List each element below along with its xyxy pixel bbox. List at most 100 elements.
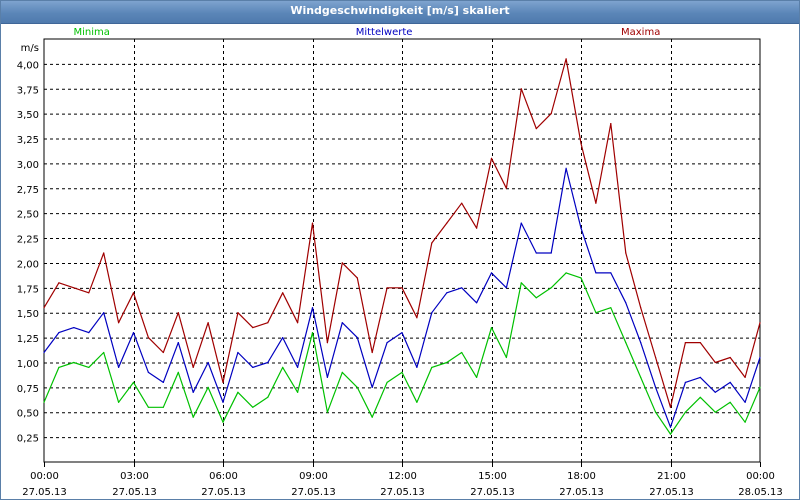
- data-point-maxima: [177, 312, 179, 314]
- y-tick-label: 2,00: [17, 259, 39, 270]
- x-tick-time: 00:00: [30, 471, 59, 482]
- data-point-minima: [431, 366, 433, 368]
- x-tick-time: 12:00: [388, 471, 417, 482]
- data-point-mittelwerte: [73, 327, 75, 329]
- data-point-maxima: [237, 312, 239, 314]
- data-point-maxima: [669, 406, 672, 408]
- data-point-mittelwerte: [520, 222, 522, 224]
- x-tick-time: 06:00: [209, 471, 238, 482]
- x-tick-date: 27.05.13: [291, 487, 336, 498]
- data-point-minima: [282, 366, 284, 368]
- data-point-maxima: [386, 287, 388, 289]
- y-tick-label: 0,50: [17, 409, 39, 420]
- data-point-mittelwerte: [356, 337, 358, 339]
- data-point-maxima: [297, 322, 299, 324]
- data-point-mittelwerte: [58, 332, 60, 334]
- data-point-minima: [595, 312, 597, 314]
- data-point-maxima: [88, 292, 90, 294]
- data-point-maxima: [550, 113, 552, 115]
- data-point-mittelwerte: [595, 272, 597, 274]
- data-point-minima: [356, 386, 358, 388]
- data-point-mittelwerte: [88, 332, 90, 334]
- data-point-minima: [550, 287, 552, 289]
- data-point-maxima: [610, 123, 612, 125]
- data-point-maxima: [118, 322, 120, 324]
- data-point-maxima: [714, 361, 716, 364]
- x-tick-time: 21:00: [657, 471, 686, 482]
- data-point-mittelwerte: [535, 252, 537, 254]
- data-point-mittelwerte: [192, 391, 194, 393]
- data-point-mittelwerte: [550, 252, 552, 254]
- data-point-mittelwerte: [446, 292, 448, 294]
- y-tick-label: 3,25: [17, 135, 39, 146]
- data-point-mittelwerte: [118, 366, 120, 368]
- data-point-mittelwerte: [282, 337, 284, 339]
- y-tick-label: 1,50: [17, 309, 39, 320]
- data-point-maxima: [759, 322, 761, 324]
- data-point-mittelwerte: [162, 381, 164, 383]
- data-point-maxima: [267, 322, 269, 324]
- y-tick-label: 3,75: [17, 85, 39, 96]
- x-tick-date: 28.05.13: [738, 487, 783, 498]
- data-point-maxima: [147, 337, 149, 339]
- data-point-mittelwerte: [580, 227, 582, 229]
- data-point-mittelwerte: [341, 322, 343, 324]
- title-bar: Windgeschwindigkeit [m/s] skaliert: [1, 1, 799, 24]
- data-point-mittelwerte: [43, 351, 45, 354]
- legend-minima: Minima: [74, 27, 110, 38]
- y-tick-label: 2,25: [17, 235, 39, 246]
- data-point-minima: [132, 381, 135, 383]
- x-tick-time: 15:00: [478, 471, 507, 482]
- x-tick-date: 27.05.13: [559, 487, 604, 498]
- data-point-minima: [252, 406, 254, 408]
- data-point-mittelwerte: [386, 342, 388, 344]
- data-point-minima: [714, 411, 716, 413]
- legend-mittelwerte: Mittelwerte: [356, 27, 413, 38]
- data-point-minima: [655, 411, 657, 413]
- x-tick-date: 27.05.13: [201, 487, 246, 498]
- data-point-maxima: [162, 351, 164, 354]
- data-point-minima: [267, 396, 269, 398]
- data-point-minima: [535, 297, 537, 299]
- data-point-mittelwerte: [222, 401, 224, 403]
- data-point-mittelwerte: [476, 302, 478, 304]
- data-point-mittelwerte: [252, 366, 254, 368]
- data-point-minima: [118, 401, 120, 403]
- data-point-minima: [640, 376, 642, 378]
- data-point-mittelwerte: [401, 332, 403, 334]
- data-point-maxima: [535, 128, 537, 130]
- data-point-maxima: [490, 157, 493, 159]
- data-point-maxima: [103, 252, 105, 254]
- data-point-mittelwerte: [655, 386, 657, 388]
- y-tick-label: 1,75: [17, 284, 39, 295]
- data-point-mittelwerte: [610, 272, 612, 274]
- x-tick-time: 00:00: [746, 471, 775, 482]
- data-point-maxima: [371, 351, 373, 354]
- x-tick-time: 09:00: [299, 471, 328, 482]
- data-point-mittelwerte: [267, 361, 269, 364]
- y-tick-label: 2,75: [17, 185, 39, 196]
- data-point-mittelwerte: [416, 366, 418, 368]
- data-point-maxima: [132, 292, 135, 294]
- data-point-minima: [699, 396, 701, 398]
- data-point-minima: [490, 327, 493, 329]
- data-point-mittelwerte: [490, 272, 493, 274]
- data-point-maxima: [446, 222, 448, 224]
- x-tick-date: 27.05.13: [112, 487, 157, 498]
- data-point-maxima: [655, 356, 657, 359]
- data-point-maxima: [625, 252, 627, 254]
- legend-maxima: Maxima: [621, 27, 660, 38]
- data-point-minima: [684, 411, 687, 413]
- data-point-mittelwerte: [744, 401, 746, 403]
- y-tick-label: 1,25: [17, 334, 39, 345]
- x-tick-date: 27.05.13: [649, 487, 694, 498]
- x-tick-date: 27.05.13: [380, 487, 425, 498]
- data-point-mittelwerte: [132, 332, 135, 334]
- data-point-maxima: [744, 376, 746, 378]
- x-tick-date: 27.05.13: [22, 487, 67, 498]
- data-point-mittelwerte: [297, 366, 299, 368]
- data-point-maxima: [565, 58, 567, 60]
- data-point-mittelwerte: [177, 342, 179, 344]
- data-point-maxima: [729, 356, 731, 359]
- data-point-mittelwerte: [565, 167, 567, 169]
